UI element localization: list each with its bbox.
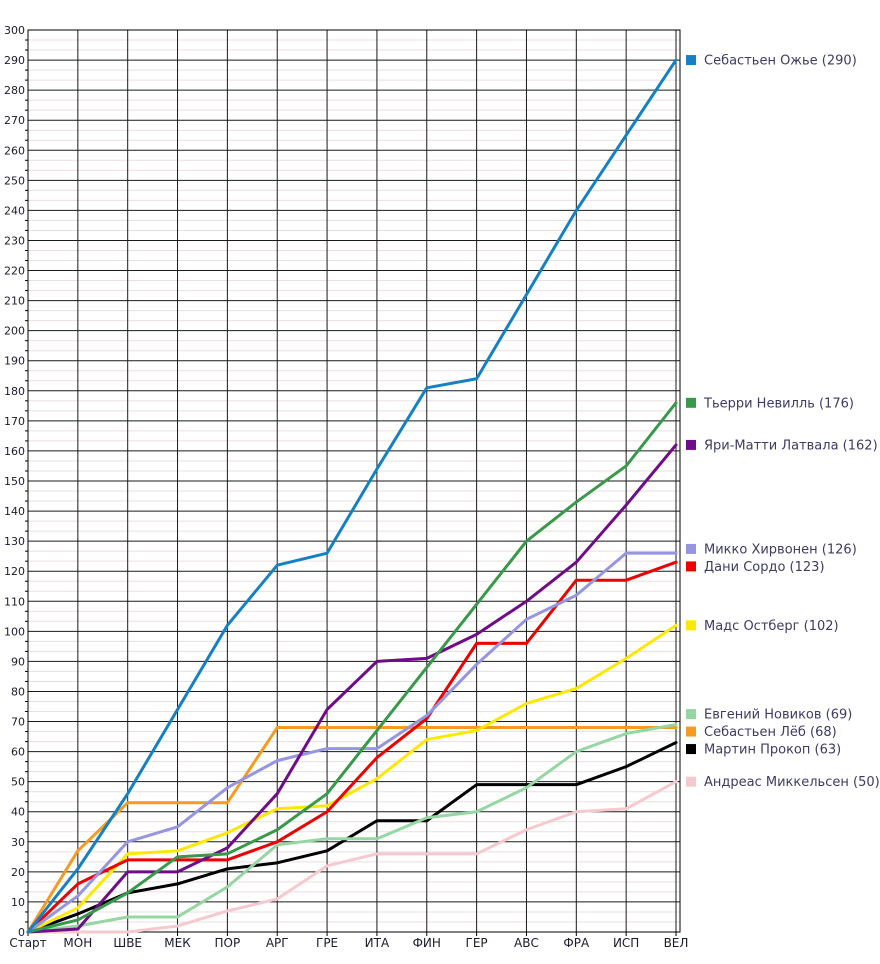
plot-border — [27, 29, 681, 933]
y-axis-tick-label: 100 — [4, 625, 25, 638]
y-axis-tick-label: 60 — [11, 746, 25, 759]
y-axis-tick-label: 220 — [4, 265, 25, 278]
series-line-мадс-остберг — [26, 623, 678, 934]
legend-label-тьерри-невилль: Тьерри Невилль (176) — [703, 396, 854, 411]
y-axis-tick-label: 210 — [4, 295, 25, 308]
series-line-микко-хирвонен — [26, 551, 678, 934]
series-line-андреас-миккельсен — [26, 780, 678, 934]
legend-label-себастьен-ожье: Себастьен Ожье (290) — [704, 54, 857, 69]
y-axis-tick-label: 300 — [4, 24, 25, 37]
x-axis-tick-label: ГРЕ — [316, 936, 338, 950]
x-axis-tick-label: ГЕР — [466, 936, 488, 950]
y-axis-tick-label: 260 — [4, 144, 25, 157]
legend-chip-себастьен-лёб — [686, 726, 696, 737]
y-axis-tick-label: 200 — [4, 325, 25, 338]
x-axis-tick-label: ШВЕ — [113, 936, 142, 950]
y-axis-tick-label: 130 — [4, 535, 25, 548]
legend-chip-яри-матти-латвала — [686, 439, 696, 450]
legend-chip-микко-хирвонен — [686, 543, 696, 554]
x-axis-tick-label: Старт — [9, 936, 46, 950]
y-axis-tick-label: 40 — [11, 806, 25, 819]
x-axis-tick-label: ИСП — [613, 936, 639, 950]
legend-chip-тьерри-невилль — [686, 397, 696, 408]
legend-label-мартин-прокоп: Мартин Прокоп (63) — [704, 743, 841, 758]
x-axis-tick-label: МЕК — [164, 936, 191, 950]
legend-label-евгений-новиков: Евгений Новиков (69) — [704, 708, 852, 723]
y-axis-tick-label: 70 — [11, 716, 25, 729]
y-axis-tick-label: 30 — [11, 836, 25, 849]
y-axis-tick-label: 230 — [4, 234, 25, 247]
x-axis-tick-label: АРГ — [266, 936, 289, 950]
legend-chip-мадс-остберг — [686, 620, 696, 631]
x-axis-tick-label: АВС — [514, 936, 539, 950]
y-axis-tick-label: 280 — [4, 84, 25, 97]
y-axis-tick-label: 0 — [18, 926, 25, 939]
legend-chip-андреас-миккельсен — [686, 776, 696, 787]
y-axis-tick-label: 160 — [4, 445, 25, 458]
x-axis-tick-label: ФРА — [563, 936, 590, 950]
y-axis-tick-label: 120 — [4, 565, 25, 578]
y-axis-tick-label: 150 — [4, 475, 25, 488]
legend-label-яри-матти-латвала: Яри-Матти Латвала (162) — [704, 438, 878, 453]
series-line-яри-матти-латвала — [26, 443, 678, 934]
series-line-мартин-прокоп — [26, 741, 678, 934]
y-axis-tick-label: 180 — [4, 385, 25, 398]
y-axis-tick-label: 270 — [4, 114, 25, 127]
x-axis-tick-label: ПОР — [215, 936, 241, 950]
x-axis-tick-label: ФИН — [413, 936, 441, 950]
series-line-дани-сордо — [26, 560, 678, 934]
y-axis-tick-label: 290 — [4, 54, 25, 67]
y-axis-tick-label: 250 — [4, 174, 25, 187]
legend-chip-мартин-прокоп — [686, 744, 696, 755]
legend-label-мадс-остберг: Мадс Остберг (102) — [704, 619, 839, 634]
series-line-тьерри-невилль — [26, 401, 678, 934]
y-axis-tick-label: 20 — [11, 866, 25, 879]
y-axis-tick-label: 140 — [4, 505, 25, 518]
y-axis-tick-label: 240 — [4, 204, 25, 217]
legend-chip-евгений-новиков — [686, 709, 696, 720]
y-axis-tick-label: 170 — [4, 415, 25, 428]
legend-label-дани-сордо: Дани Сордо (123) — [704, 560, 825, 575]
legend-chip-дани-сордо — [686, 561, 696, 572]
y-axis-tick-label: 190 — [4, 355, 25, 368]
x-axis-tick-label: ИТА — [365, 936, 390, 950]
y-axis-tick-label: 90 — [11, 655, 25, 668]
y-axis-tick-label: 50 — [11, 776, 25, 789]
legend-label-микко-хирвонен: Микко Хирвонен (126) — [704, 542, 857, 557]
x-axis-tick-label: ВЕЛ — [664, 936, 689, 950]
series-line-евгений-новиков — [26, 723, 678, 934]
legend-label-андреас-миккельсен: Андреас Миккельсен (50) — [704, 775, 880, 790]
series-line-себастьен-лёб — [26, 726, 678, 934]
series-line-себастьен-ожье — [26, 58, 678, 934]
y-axis-tick-label: 80 — [11, 685, 25, 698]
legend-chip-себастьен-ожье — [686, 55, 696, 66]
y-axis-tick-label: 110 — [4, 595, 25, 608]
x-axis-tick-label: МОН — [63, 936, 92, 950]
legend-label-себастьен-лёб: Себастьен Лёб (68) — [704, 725, 837, 740]
y-axis-tick-label: 10 — [11, 896, 25, 909]
